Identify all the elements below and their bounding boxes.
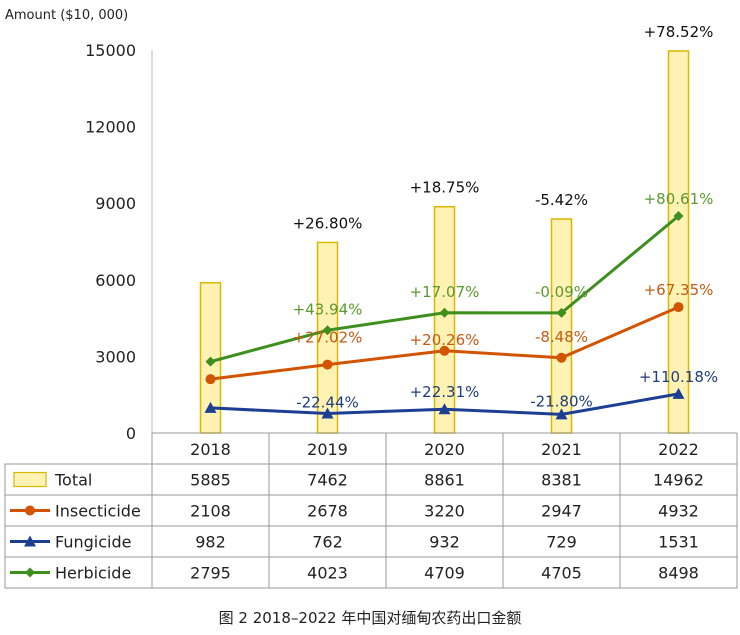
marker-insecticide	[556, 352, 567, 363]
x-tick-label: 2022	[658, 440, 699, 459]
table-cell: 2678	[307, 502, 348, 521]
table-cell: 7462	[307, 471, 348, 490]
table-cell: 4709	[424, 564, 465, 583]
y-tick-label: 12000	[85, 118, 136, 137]
y-tick-label: 15000	[85, 41, 136, 60]
table-cell: 8861	[424, 471, 465, 490]
growth-label-insecticide: +20.26%	[410, 331, 480, 349]
growth-label-insecticide: +27.02%	[293, 329, 363, 347]
growth-label-herbicide: +43.94%	[293, 300, 363, 318]
table-cell: 5885	[190, 471, 231, 490]
growth-label-fungicide: +22.31%	[410, 383, 480, 401]
legend-key-total	[13, 471, 47, 488]
legend-label-insecticide: Insecticide	[55, 502, 141, 521]
growth-label-insecticide: -8.48%	[535, 328, 588, 346]
chart: Amount ($10, 000) 0 3000 6000 9000 12000 15000…	[4, 8, 738, 589]
marker-fungicide	[555, 408, 568, 420]
marker-fungicide	[672, 387, 685, 399]
marker-herbicide	[322, 325, 333, 336]
marker-insecticide	[439, 345, 450, 356]
legend-label-total: Total	[54, 471, 92, 490]
y-tick-label: 9000	[95, 194, 136, 213]
legend-label-herbicide: Herbicide	[55, 564, 131, 583]
x-tick-label: 2018	[190, 440, 231, 459]
x-tick-label: 2020	[424, 440, 465, 459]
legend-marker-herbicide	[25, 567, 35, 578]
marker-fungicide	[321, 407, 334, 419]
y-tick-label: 6000	[95, 271, 136, 290]
marker-insecticide	[322, 359, 333, 370]
table-cell: 729	[546, 533, 577, 552]
x-tick-label: 2019	[307, 440, 348, 459]
table-cell: 4023	[307, 564, 348, 583]
growth-label-total: +26.80%	[293, 214, 363, 232]
growth-label-fungicide: -21.80%	[530, 392, 593, 410]
growth-label-fungicide: -22.44%	[296, 394, 359, 412]
growth-label-total: +18.75%	[410, 179, 480, 197]
marker-herbicide	[205, 356, 216, 367]
marker-fungicide	[204, 401, 217, 413]
growth-label-total: +78.52%	[644, 23, 714, 41]
marker-fungicide	[438, 403, 451, 415]
table-cell: 4932	[658, 502, 699, 521]
growth-label-herbicide: -0.09%	[535, 283, 588, 301]
growth-label-fungicide: +110.18%	[639, 368, 718, 386]
table-cell: 8498	[658, 564, 699, 583]
table-cell: 982	[195, 533, 226, 552]
y-tick-label: 3000	[95, 347, 136, 366]
y-axis-title: Amount ($10, 000)	[5, 8, 128, 23]
legend-marker-insecticide	[25, 505, 35, 516]
growth-label-herbicide: +80.61%	[644, 190, 714, 208]
table-cell: 2108	[190, 502, 231, 521]
figure-caption: 图 2 2018–2022 年中国对缅甸农药出口金额	[218, 609, 522, 627]
legend-label-fungicide: Fungicide	[55, 533, 131, 552]
marker-herbicide	[673, 211, 684, 222]
growth-label-herbicide: +17.07%	[410, 283, 480, 301]
table-cell: 4705	[541, 564, 582, 583]
table-cell: 14962	[653, 471, 704, 490]
table-cell: 932	[429, 533, 460, 552]
marker-insecticide	[673, 302, 684, 313]
table-cell: 762	[312, 533, 343, 552]
marker-herbicide	[439, 307, 450, 318]
table-cell: 2947	[541, 502, 582, 521]
table-cell: 2795	[190, 564, 231, 583]
growth-label-insecticide: +67.35%	[644, 281, 714, 299]
legend-marker-fungicide	[24, 535, 36, 547]
table-cell: 8381	[541, 471, 582, 490]
table-cell: 3220	[424, 502, 465, 521]
y-tick-label: 0	[126, 424, 136, 443]
table-cell: 1531	[658, 533, 699, 552]
marker-insecticide	[205, 374, 216, 385]
x-tick-label: 2021	[541, 440, 582, 459]
marker-herbicide	[556, 307, 567, 318]
growth-label-total: -5.42%	[535, 191, 588, 209]
